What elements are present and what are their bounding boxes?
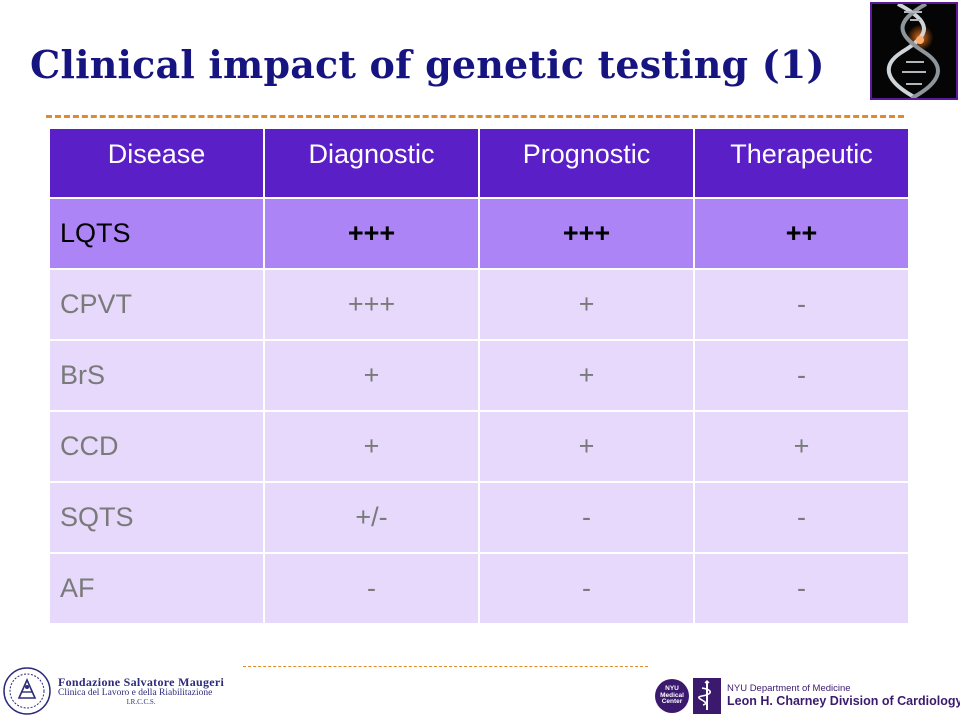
disease-cell: AF xyxy=(48,552,265,625)
medical-staff-icon xyxy=(693,678,721,714)
diagnostic-cell: - xyxy=(263,552,480,625)
table-row: SQTS +/- - - xyxy=(48,481,910,554)
nyu-cardiology-logo: NYU Medical Center NYU Department of Med… xyxy=(655,673,960,719)
diagnostic-cell: +++ xyxy=(263,197,480,270)
foundation-seal-icon xyxy=(3,667,51,715)
disease-cell: LQTS xyxy=(48,197,265,270)
prognostic-cell: - xyxy=(478,481,695,554)
diagnostic-cell: + xyxy=(263,339,480,412)
table-row: BrS + + - xyxy=(48,339,910,412)
therapeutic-cell: - xyxy=(693,339,910,412)
prognostic-cell: + xyxy=(478,410,695,483)
prognostic-cell: + xyxy=(478,268,695,341)
dna-helix-photo xyxy=(870,2,958,100)
disease-cell: CCD xyxy=(48,410,265,483)
prognostic-cell: - xyxy=(478,552,695,625)
prognostic-cell: + xyxy=(478,339,695,412)
footer-divider xyxy=(243,666,648,667)
diagnostic-cell: + xyxy=(263,410,480,483)
nyu-medical-center-badge: NYU Medical Center xyxy=(655,679,689,713)
dna-helix-icon xyxy=(872,4,956,98)
diagnostic-cell: +++ xyxy=(263,268,480,341)
title-divider xyxy=(46,115,904,118)
table-row: LQTS +++ +++ ++ xyxy=(48,197,910,270)
table-row: CPVT +++ + - xyxy=(48,268,910,341)
foundation-name: Fondazione Salvatore Maugeri xyxy=(58,675,225,690)
disease-cell: SQTS xyxy=(48,481,265,554)
column-header-disease: Disease xyxy=(48,127,265,199)
foundation-irccs: I.R.C.C.S. xyxy=(126,697,156,706)
disease-cell: BrS xyxy=(48,339,265,412)
therapeutic-cell: - xyxy=(693,481,910,554)
column-header-therapeutic: Therapeutic xyxy=(693,127,910,199)
prognostic-cell: +++ xyxy=(478,197,695,270)
disease-cell: CPVT xyxy=(48,268,265,341)
nyu-division: Leon H. Charney Division of Cardiology xyxy=(727,694,960,709)
table-header-row: Disease Diagnostic Prognostic Therapeuti… xyxy=(48,127,910,199)
slide-title: Clinical impact of genetic testing (1) xyxy=(30,42,825,87)
column-header-diagnostic: Diagnostic xyxy=(263,127,480,199)
table-row: AF - - - xyxy=(48,552,910,625)
genetic-testing-impact-table: Disease Diagnostic Prognostic Therapeuti… xyxy=(48,127,910,625)
therapeutic-cell: - xyxy=(693,268,910,341)
therapeutic-cell: ++ xyxy=(693,197,910,270)
therapeutic-cell: - xyxy=(693,552,910,625)
column-header-prognostic: Prognostic xyxy=(478,127,695,199)
maugeri-foundation-logo: Fondazione Salvatore Maugeri Clinica del… xyxy=(2,663,238,719)
foundation-subtitle: Clinica del Lavoro e della Riabilitazion… xyxy=(58,687,213,698)
table-row: CCD + + + xyxy=(48,410,910,483)
nyu-department: NYU Department of Medicine xyxy=(727,682,851,694)
therapeutic-cell: + xyxy=(693,410,910,483)
diagnostic-cell: +/- xyxy=(263,481,480,554)
